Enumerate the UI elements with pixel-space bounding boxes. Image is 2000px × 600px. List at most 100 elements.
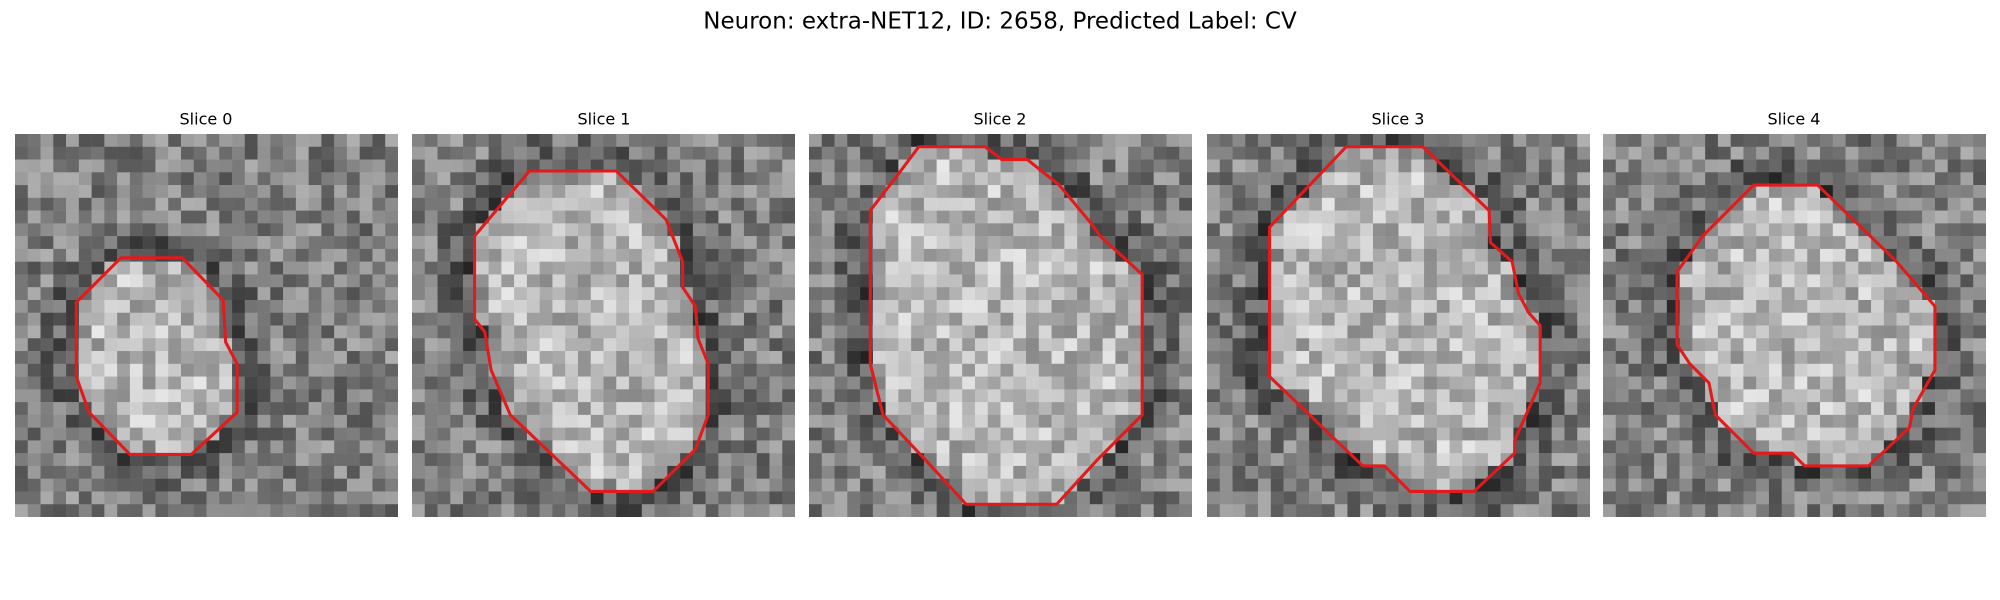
- pixel: [1743, 185, 1757, 199]
- pixel: [385, 414, 398, 428]
- pixel: [1232, 134, 1246, 148]
- pixel: [1207, 172, 1221, 186]
- pixel: [731, 312, 745, 326]
- pixel: [936, 414, 950, 428]
- pixel: [180, 134, 194, 148]
- pixel: [743, 491, 757, 505]
- pixel: [346, 223, 360, 237]
- pixel: [718, 389, 732, 403]
- pixel: [168, 274, 182, 288]
- pixel: [1475, 465, 1489, 479]
- pixel: [1845, 414, 1859, 428]
- pixel: [1232, 172, 1246, 186]
- pixel: [1000, 274, 1014, 288]
- pixel: [1526, 376, 1540, 390]
- pixel: [1385, 274, 1399, 288]
- slice-image: [809, 134, 1192, 517]
- pixel: [1551, 414, 1565, 428]
- pixel: [1064, 325, 1078, 339]
- pixel: [1207, 146, 1221, 160]
- pixel: [1768, 363, 1782, 377]
- pixel: [1000, 363, 1014, 377]
- pixel: [1475, 363, 1489, 377]
- pixel: [898, 248, 912, 262]
- pixel: [206, 389, 220, 403]
- pixel: [66, 478, 80, 492]
- pixel: [78, 197, 92, 211]
- pixel: [142, 465, 156, 479]
- pixel: [654, 491, 668, 505]
- pixel: [1385, 440, 1399, 454]
- pixel: [180, 223, 194, 237]
- pixel: [15, 312, 29, 326]
- pixel: [334, 261, 348, 275]
- pixel: [1564, 402, 1578, 416]
- pixel: [847, 427, 861, 441]
- pixel: [334, 274, 348, 288]
- pixel: [1603, 223, 1617, 237]
- pixel: [1449, 338, 1463, 352]
- pixel: [1692, 261, 1706, 275]
- pixel: [346, 504, 360, 517]
- pixel: [475, 351, 489, 365]
- pixel: [616, 274, 630, 288]
- pixel: [1179, 338, 1192, 352]
- pixel: [1232, 248, 1246, 262]
- pixel: [1115, 312, 1129, 326]
- pixel: [1064, 504, 1078, 517]
- pixel: [1564, 376, 1578, 390]
- pixel: [1000, 351, 1014, 365]
- pixel: [1973, 134, 1986, 148]
- pixel: [308, 351, 322, 365]
- pixel: [1858, 351, 1872, 365]
- pixel: [1270, 325, 1284, 339]
- pixel: [91, 261, 105, 275]
- pixel: [450, 389, 464, 403]
- pixel: [501, 299, 515, 313]
- pixel: [1462, 197, 1476, 211]
- pixel: [987, 491, 1001, 505]
- pixel: [1372, 478, 1386, 492]
- pixel: [412, 236, 426, 250]
- pixel: [1679, 159, 1693, 173]
- pixel: [40, 491, 54, 505]
- pixel: [1628, 185, 1642, 199]
- pixel: [321, 210, 335, 224]
- pixel: [514, 185, 528, 199]
- pixel: [1219, 274, 1233, 288]
- pixel: [974, 223, 988, 237]
- pixel: [949, 185, 963, 199]
- pixel: [40, 248, 54, 262]
- pixel: [1845, 287, 1859, 301]
- pixel: [603, 159, 617, 173]
- pixel: [1883, 185, 1897, 199]
- pixel: [1845, 134, 1859, 148]
- pixel: [1883, 325, 1897, 339]
- pixel: [1705, 236, 1719, 250]
- pixel: [1334, 223, 1348, 237]
- pixel: [590, 197, 604, 211]
- pixel: [1064, 338, 1078, 352]
- pixel: [1781, 363, 1795, 377]
- pixel: [1781, 465, 1795, 479]
- pixel: [1153, 223, 1167, 237]
- pixel: [1140, 172, 1154, 186]
- pixel: [1207, 389, 1221, 403]
- pixel: [898, 325, 912, 339]
- pixel: [974, 478, 988, 492]
- pixel: [885, 402, 899, 416]
- pixel: [1679, 453, 1693, 467]
- pixel: [1730, 299, 1744, 313]
- pixel: [104, 376, 118, 390]
- pixel: [1551, 236, 1565, 250]
- pixel: [987, 274, 1001, 288]
- pixel: [104, 146, 118, 160]
- pixel: [1166, 172, 1180, 186]
- pixel: [1102, 299, 1116, 313]
- pixel: [1832, 440, 1846, 454]
- pixel: [1166, 185, 1180, 199]
- pixel: [180, 440, 194, 454]
- pixel: [1166, 312, 1180, 326]
- pixel: [1960, 402, 1974, 416]
- pixel: [616, 376, 630, 390]
